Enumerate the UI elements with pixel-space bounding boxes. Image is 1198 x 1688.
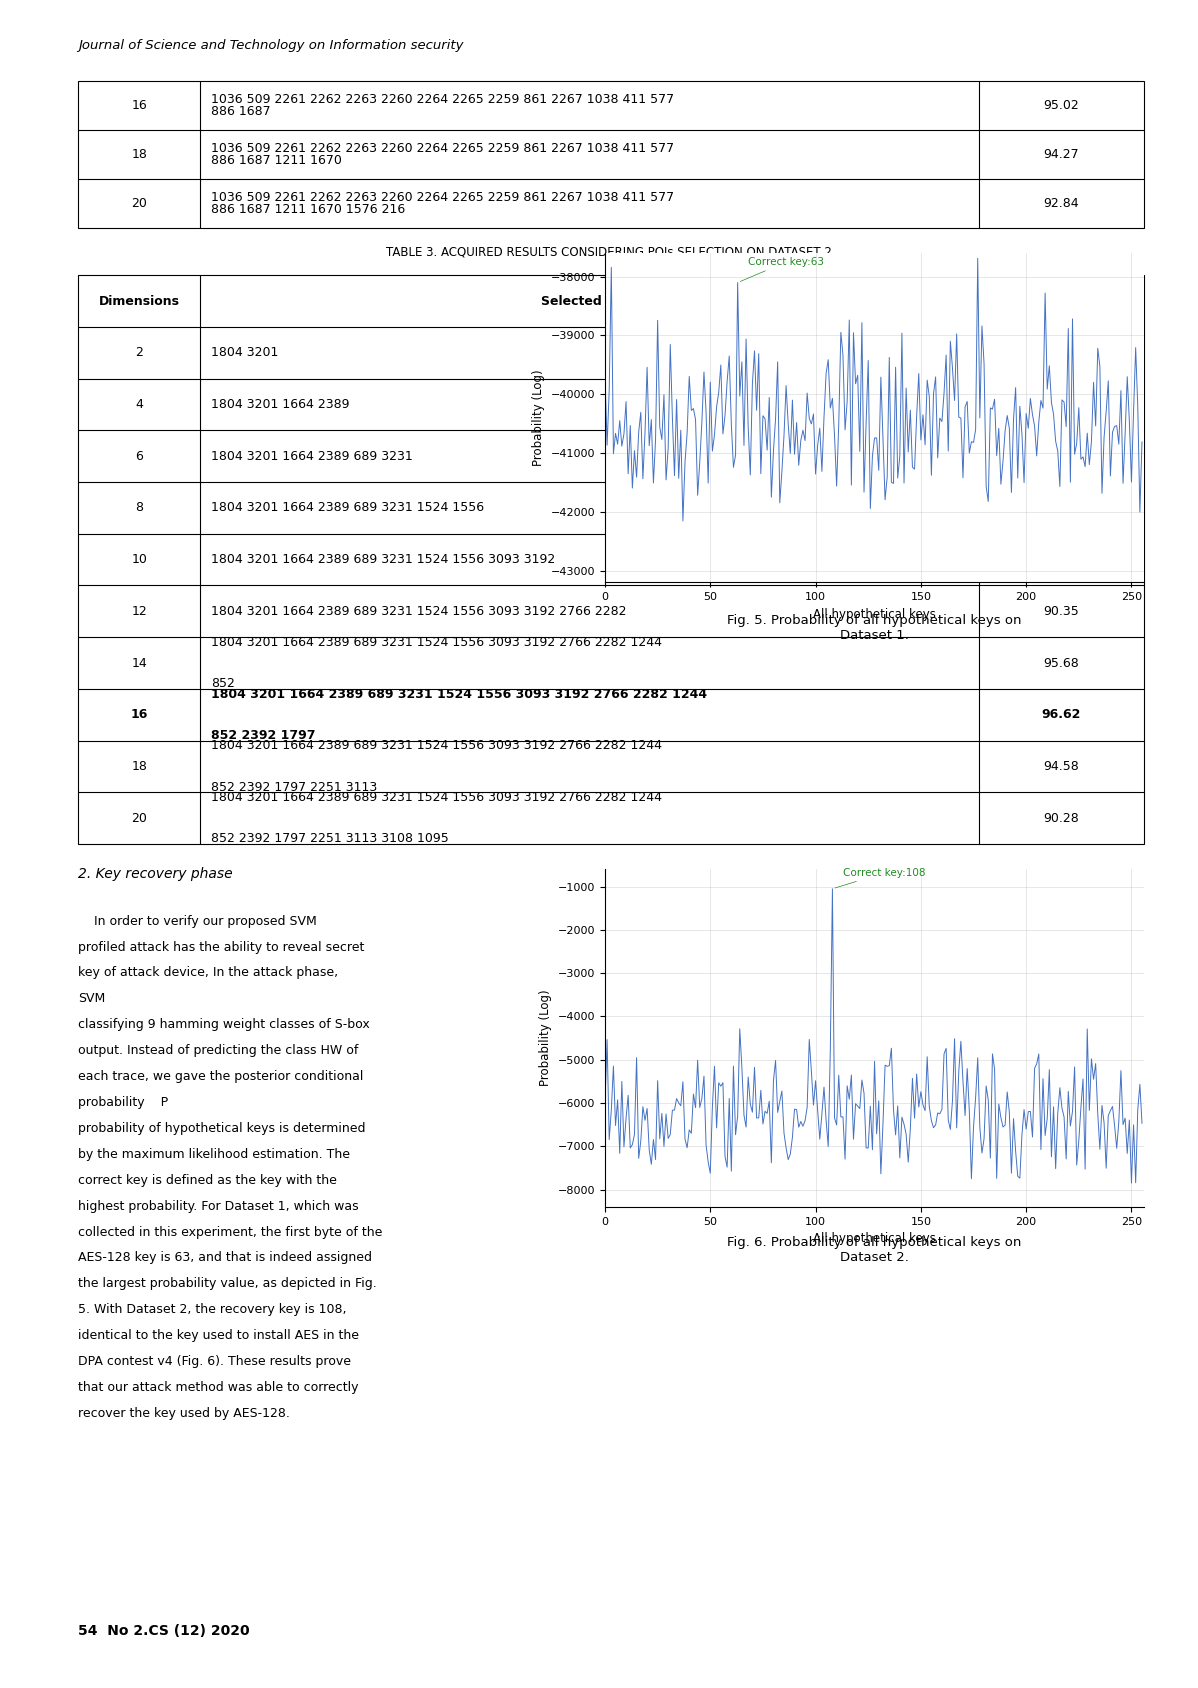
Text: Dimensions: Dimensions — [98, 294, 180, 307]
Text: 886 1687 1211 1670 1576 216: 886 1687 1211 1670 1576 216 — [211, 203, 405, 216]
Text: each trace, we gave the posterior conditional: each trace, we gave the posterior condit… — [78, 1070, 363, 1084]
Text: TABLE 3. ACQUIRED RESULTS CONSIDERING POIs SELECTION ON DATASET 2.: TABLE 3. ACQUIRED RESULTS CONSIDERING PO… — [386, 245, 836, 258]
Text: 22.6: 22.6 — [1047, 346, 1076, 360]
Text: recover the key used by AES-128.: recover the key used by AES-128. — [78, 1406, 290, 1420]
Text: output. Instead of predicting the class HW of: output. Instead of predicting the class … — [78, 1045, 358, 1057]
Text: 1804 3201 1664 2389 689 3231 1524 1556 3093 3192 2766 2282 1244: 1804 3201 1664 2389 689 3231 1524 1556 3… — [211, 636, 662, 648]
Text: 1804 3201 1664 2389 689 3231 1524 1556: 1804 3201 1664 2389 689 3231 1524 1556 — [211, 501, 484, 515]
Text: 852 2392 1797 2251 3113 3108 1095: 852 2392 1797 2251 3113 3108 1095 — [211, 832, 449, 846]
Text: 2: 2 — [135, 346, 143, 360]
Text: Selected POIs: Selected POIs — [541, 294, 639, 307]
Text: 1036 509 2261 2262 2263 2260 2264 2265 2259 861 2267 1038 411 577: 1036 509 2261 2262 2263 2260 2264 2265 2… — [211, 191, 674, 204]
Text: 5. With Dataset 2, the recovery key is 108,: 5. With Dataset 2, the recovery key is 1… — [78, 1303, 346, 1317]
Text: 16: 16 — [132, 100, 147, 111]
Text: 852 2392 1797: 852 2392 1797 — [211, 729, 315, 743]
Text: 90.28: 90.28 — [1043, 812, 1079, 825]
Text: classifying 9 hamming weight classes of S-box: classifying 9 hamming weight classes of … — [78, 1018, 370, 1031]
Text: 8: 8 — [135, 501, 144, 515]
Text: 2. Key recovery phase: 2. Key recovery phase — [78, 868, 232, 881]
Text: Correct key:108: Correct key:108 — [835, 868, 925, 888]
Text: 1804 3201 1664 2389: 1804 3201 1664 2389 — [211, 398, 350, 410]
Text: 4: 4 — [135, 398, 143, 410]
Text: 16: 16 — [131, 709, 147, 721]
Text: 1804 3201 1664 2389 689 3231 1524 1556 3093 3192 2766 2282 1244: 1804 3201 1664 2389 689 3231 1524 1556 3… — [211, 687, 707, 701]
Text: 20: 20 — [132, 812, 147, 825]
Y-axis label: Probability (Log): Probability (Log) — [539, 989, 552, 1087]
Text: DPA contest v4 (Fig. 6). These results prove: DPA contest v4 (Fig. 6). These results p… — [78, 1355, 351, 1367]
Text: 10: 10 — [132, 554, 147, 565]
Text: 1804 3201 1664 2389 689 3231 1524 1556 3093 3192 2766 2282 1244: 1804 3201 1664 2389 689 3231 1524 1556 3… — [211, 792, 662, 803]
Text: Journal of Science and Technology on Information security: Journal of Science and Technology on Inf… — [78, 39, 464, 52]
Text: the largest probability value, as depicted in Fig.: the largest probability value, as depict… — [78, 1278, 376, 1290]
Text: 1036 509 2261 2262 2263 2260 2264 2265 2259 861 2267 1038 411 577: 1036 509 2261 2262 2263 2260 2264 2265 2… — [211, 93, 674, 106]
Text: 12: 12 — [132, 604, 147, 618]
Text: 80.24: 80.24 — [1043, 501, 1079, 515]
Text: Fig. 5. Probability of all hypothetical keys on
Dataset 1.: Fig. 5. Probability of all hypothetical … — [727, 613, 1022, 641]
Text: 94.27: 94.27 — [1043, 149, 1079, 160]
Text: 92.84: 92.84 — [1043, 197, 1079, 209]
Text: identical to the key used to install AES in the: identical to the key used to install AES… — [78, 1328, 359, 1342]
Text: 14: 14 — [132, 657, 147, 670]
Text: Fig. 6. Probability of all hypothetical keys on
Dataset 2.: Fig. 6. Probability of all hypothetical … — [727, 1236, 1022, 1264]
Text: 18: 18 — [132, 149, 147, 160]
Text: key of attack device, In the attack phase,: key of attack device, In the attack phas… — [78, 967, 338, 979]
Text: 31.89: 31.89 — [1043, 398, 1079, 410]
Text: 852 2392 1797 2251 3113: 852 2392 1797 2251 3113 — [211, 780, 377, 793]
Text: In order to verify our proposed SVM: In order to verify our proposed SVM — [78, 915, 316, 928]
Text: probability    P: probability P — [78, 1096, 168, 1109]
X-axis label: All hypothetical keys: All hypothetical keys — [813, 1232, 936, 1246]
Text: 54  No 2.CS (12) 2020: 54 No 2.CS (12) 2020 — [78, 1624, 249, 1637]
Text: accuracy (%): accuracy (%) — [1016, 302, 1107, 314]
Text: 18: 18 — [132, 760, 147, 773]
Text: 95.02: 95.02 — [1043, 100, 1079, 111]
Text: 1036 509 2261 2262 2263 2260 2264 2265 2259 861 2267 1038 411 577: 1036 509 2261 2262 2263 2260 2264 2265 2… — [211, 142, 674, 155]
Text: by the maximum likelihood estimation. The: by the maximum likelihood estimation. Th… — [78, 1148, 350, 1161]
Text: 886 1687: 886 1687 — [211, 105, 271, 118]
Text: 1804 3201 1664 2389 689 3231 1524 1556 3093 3192: 1804 3201 1664 2389 689 3231 1524 1556 3… — [211, 554, 556, 565]
Text: AES-128 key is 63, and that is indeed assigned: AES-128 key is 63, and that is indeed as… — [78, 1251, 371, 1264]
Text: 886 1687 1211 1670: 886 1687 1211 1670 — [211, 154, 341, 167]
Text: that our attack method was able to correctly: that our attack method was able to corre… — [78, 1381, 358, 1394]
Text: collected in this experiment, the first byte of the: collected in this experiment, the first … — [78, 1225, 382, 1239]
Text: 20: 20 — [132, 197, 147, 209]
Text: Classification: Classification — [1015, 287, 1108, 300]
Text: 86.66: 86.66 — [1043, 554, 1079, 565]
Text: 1804 3201 1664 2389 689 3231 1524 1556 3093 3192 2766 2282 1244: 1804 3201 1664 2389 689 3231 1524 1556 3… — [211, 739, 662, 753]
Text: 94.58: 94.58 — [1043, 760, 1079, 773]
Text: 1804 3201: 1804 3201 — [211, 346, 278, 360]
Text: 95.68: 95.68 — [1043, 657, 1079, 670]
Text: 1804 3201 1664 2389 689 3231 1524 1556 3093 3192 2766 2282: 1804 3201 1664 2389 689 3231 1524 1556 3… — [211, 604, 627, 618]
Text: 1804 3201 1664 2389 689 3231: 1804 3201 1664 2389 689 3231 — [211, 449, 413, 463]
Y-axis label: Probability (Log): Probability (Log) — [532, 370, 545, 466]
Text: Correct key:63: Correct key:63 — [740, 257, 824, 282]
Text: correct key is defined as the key with the: correct key is defined as the key with t… — [78, 1173, 337, 1187]
Text: SVM: SVM — [78, 993, 105, 1006]
Text: 90.35: 90.35 — [1043, 604, 1079, 618]
X-axis label: All hypothetical keys: All hypothetical keys — [813, 608, 936, 621]
Text: highest probability. For Dataset 1, which was: highest probability. For Dataset 1, whic… — [78, 1200, 358, 1212]
Text: 96.62: 96.62 — [1042, 709, 1081, 721]
Text: profiled attack has the ability to reveal secret: profiled attack has the ability to revea… — [78, 940, 364, 954]
Text: 60.38: 60.38 — [1043, 449, 1079, 463]
Text: 852: 852 — [211, 677, 235, 690]
Text: 6: 6 — [135, 449, 143, 463]
Text: probability of hypothetical keys is determined: probability of hypothetical keys is dete… — [78, 1123, 365, 1134]
